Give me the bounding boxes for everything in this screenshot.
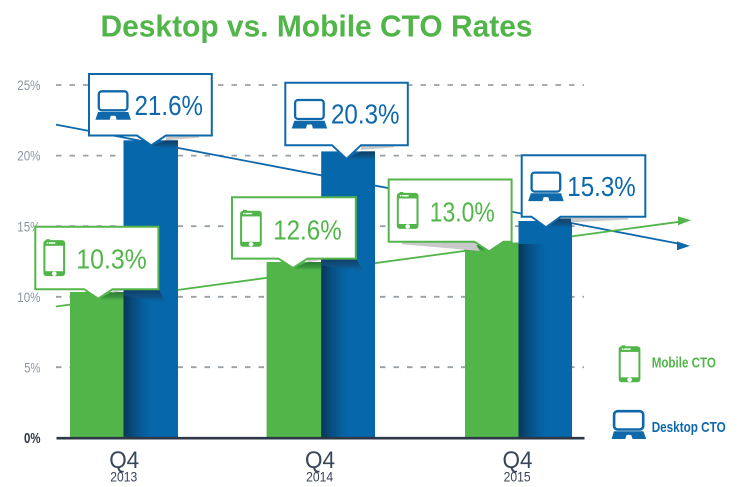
svg-text:10%: 10%	[17, 289, 40, 305]
svg-text:Q4: Q4	[109, 447, 139, 474]
svg-text:10.3%: 10.3%	[76, 244, 147, 275]
svg-text:Q4: Q4	[305, 447, 335, 474]
svg-text:20%: 20%	[17, 148, 40, 164]
svg-text:Q4: Q4	[503, 447, 533, 474]
svg-text:2014: 2014	[306, 469, 333, 482]
svg-text:5%: 5%	[24, 359, 40, 375]
svg-text:Desktop CTO: Desktop CTO	[652, 419, 726, 436]
svg-text:20.3%: 20.3%	[331, 99, 400, 130]
svg-text:Desktop vs. Mobile CTO Rates: Desktop vs. Mobile CTO Rates	[101, 8, 533, 43]
svg-text:0%: 0%	[24, 431, 41, 447]
svg-text:21.6%: 21.6%	[135, 90, 204, 121]
svg-text:Mobile CTO: Mobile CTO	[652, 354, 716, 371]
svg-text:2015: 2015	[504, 469, 531, 482]
svg-text:25%: 25%	[17, 77, 40, 93]
svg-text:13.0%: 13.0%	[430, 197, 495, 228]
svg-text:15.3%: 15.3%	[567, 171, 636, 202]
svg-text:2013: 2013	[110, 469, 137, 482]
svg-text:12.6%: 12.6%	[273, 214, 342, 245]
